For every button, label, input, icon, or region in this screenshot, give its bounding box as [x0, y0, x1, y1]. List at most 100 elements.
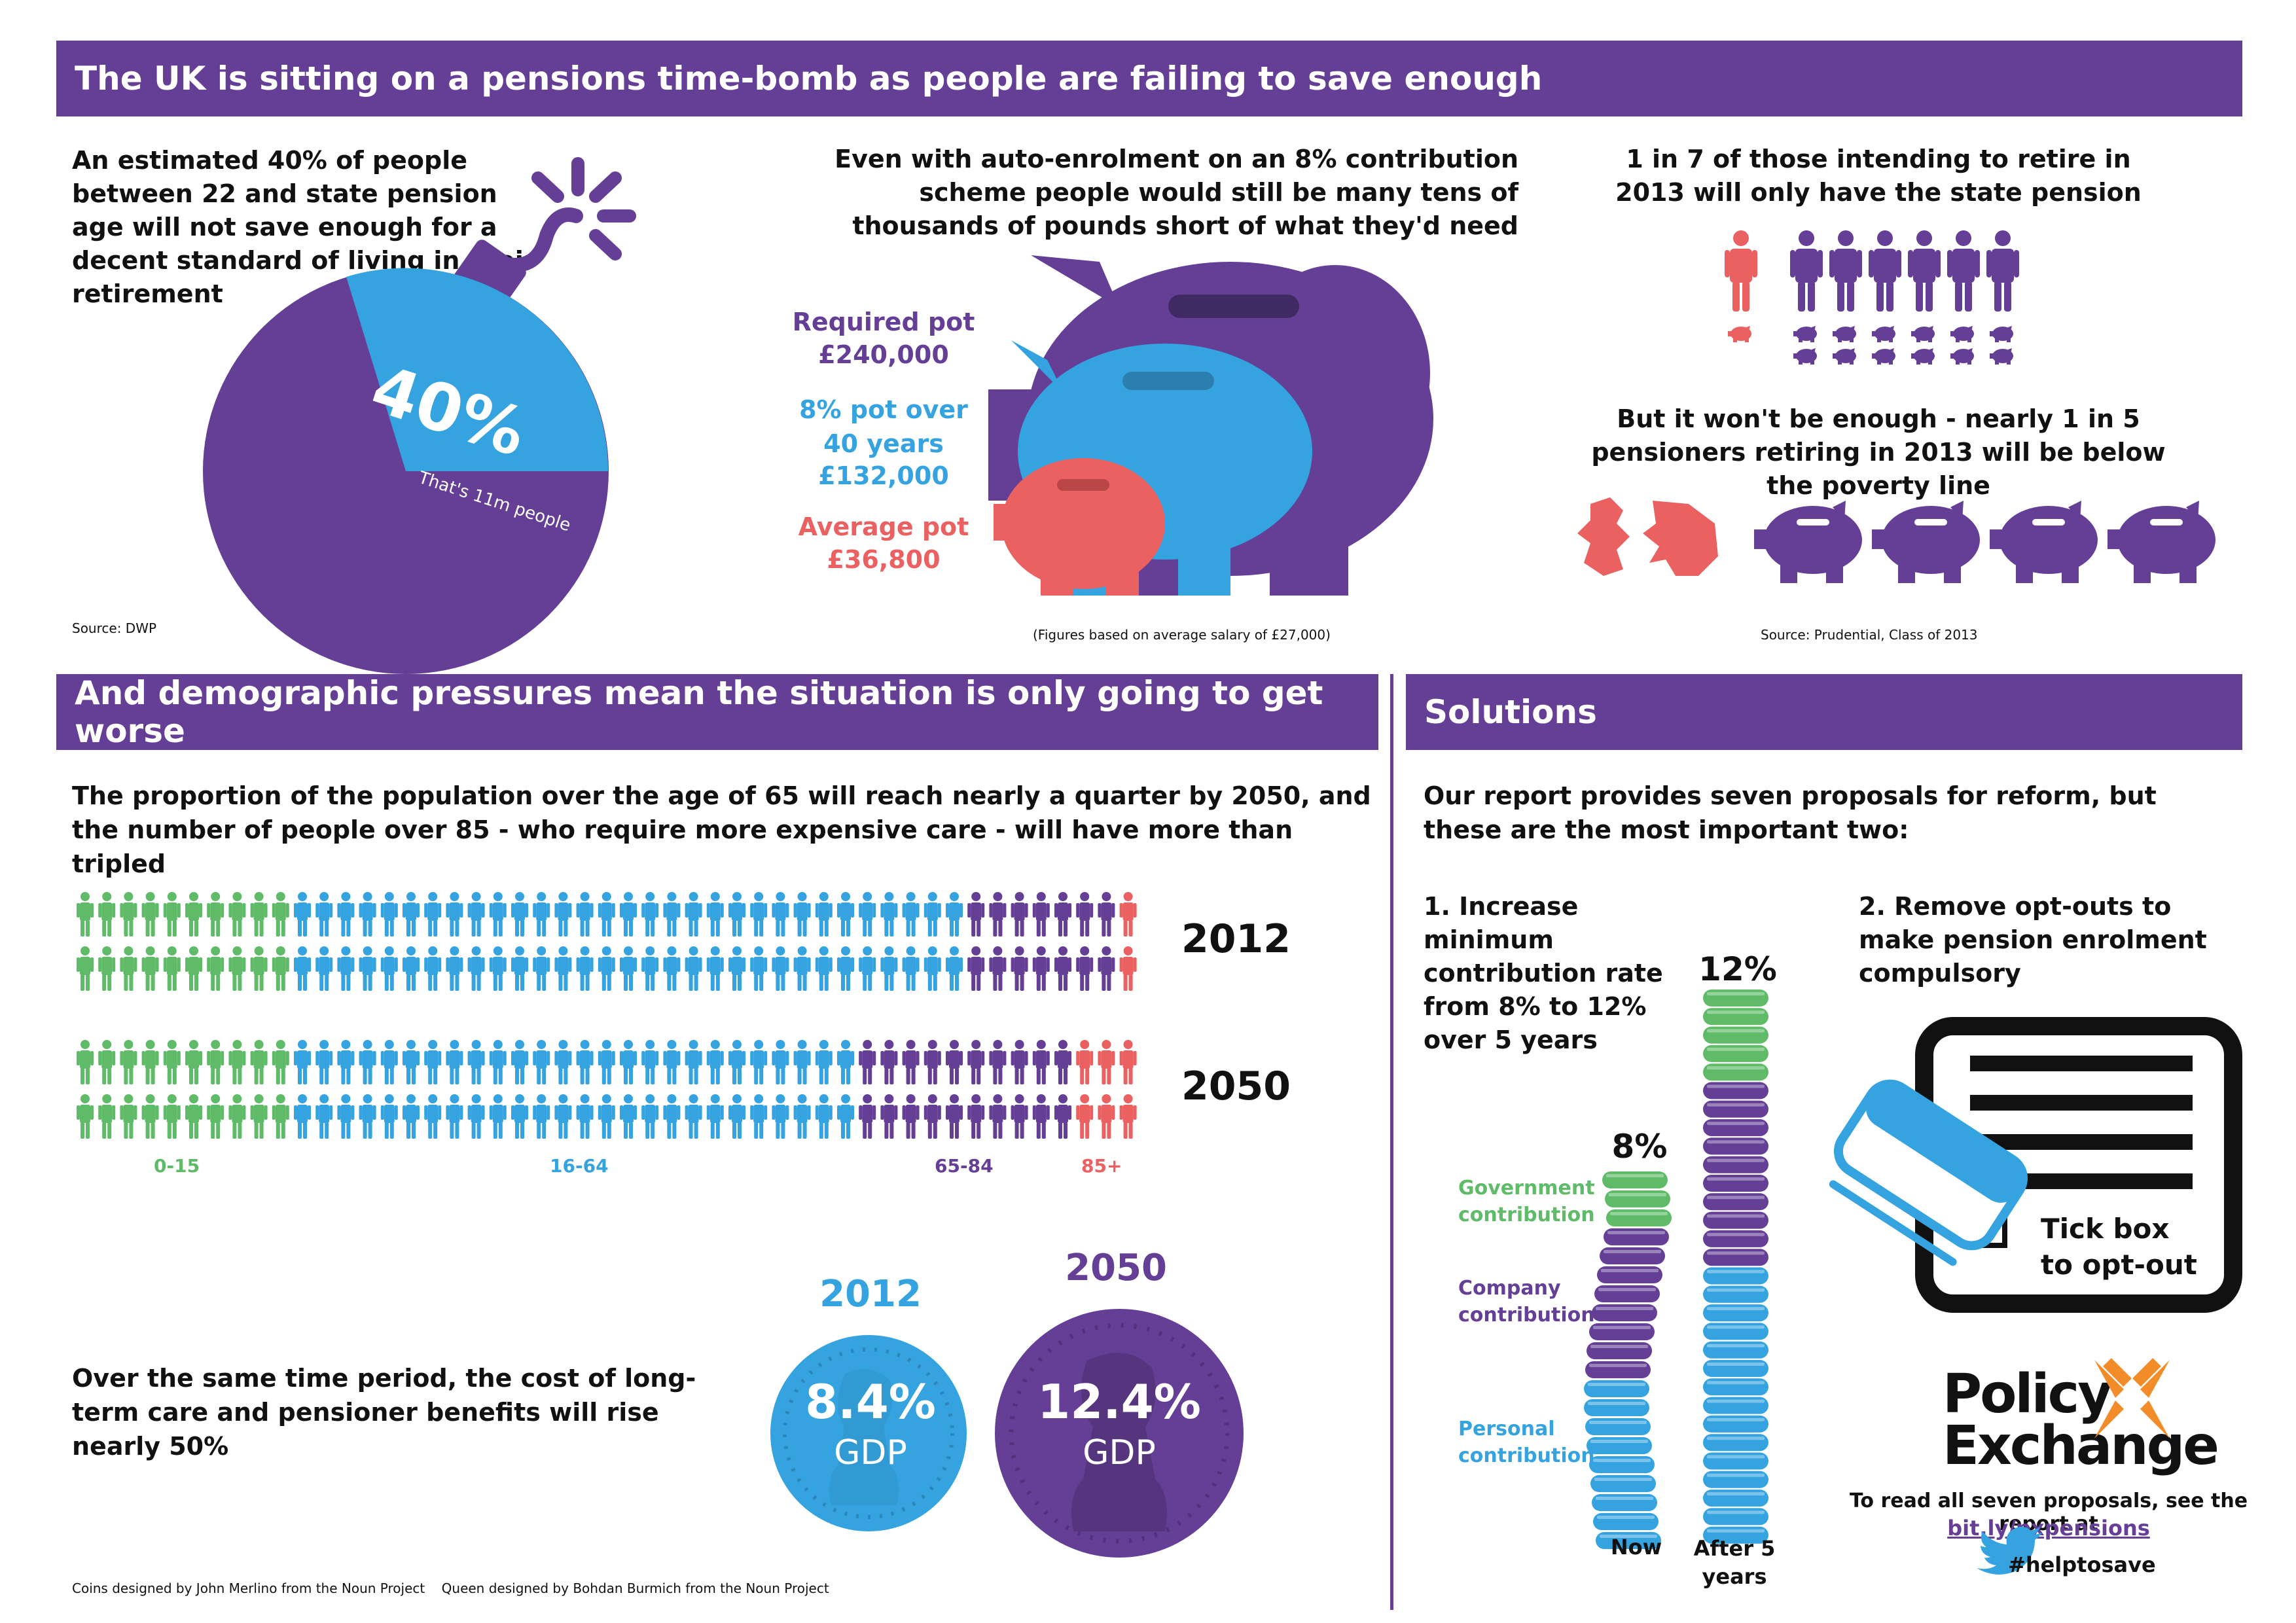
person-icon: [1119, 946, 1137, 991]
person-icon: [467, 892, 485, 936]
required-pot-value: £240,000: [818, 340, 949, 369]
person-icon: [1032, 892, 1050, 936]
person-icon: [272, 946, 289, 991]
bomb-source: Source: DWP: [72, 620, 157, 636]
hashtag[interactable]: #helptosave: [2008, 1552, 2156, 1577]
person-icon: [750, 1040, 768, 1084]
person-icon: [1054, 1094, 1071, 1139]
person-icon: [967, 946, 985, 991]
stack-coin: [1703, 1508, 1768, 1525]
person-icon: [446, 1094, 463, 1139]
person-icon: [728, 1040, 745, 1084]
stack-coin: [1703, 1397, 1768, 1414]
person-icon: [337, 946, 355, 991]
company-contribution-label: Company contribution: [1458, 1277, 1595, 1327]
person-icon: [924, 946, 941, 991]
person-icon: [185, 1094, 202, 1139]
person-icon: [120, 1040, 137, 1084]
person-icon: [815, 946, 833, 991]
person-icon: [272, 892, 289, 936]
person-icon: [1119, 1094, 1137, 1139]
report-link[interactable]: bit.ly/pxpensions: [1947, 1516, 2150, 1541]
stack-coin: [1606, 1209, 1672, 1226]
person-icon: [250, 946, 268, 991]
stack-coin: [1602, 1171, 1668, 1188]
person-icon: [902, 1094, 920, 1139]
person-icon: [967, 1040, 985, 1084]
person-icon: [1011, 1040, 1028, 1084]
person-icon: [576, 892, 594, 936]
stack-coin: [1587, 1342, 1652, 1359]
person-icon: [1054, 946, 1071, 991]
coin-2012-unit: GDP: [834, 1433, 907, 1472]
logo-exchange: Exchange: [1943, 1415, 2219, 1477]
stack-coin: [1589, 1456, 1655, 1473]
person-icon: [685, 1094, 702, 1139]
person-icon: [228, 946, 246, 991]
banner-demographic-pressures: And demographic pressures mean the situa…: [56, 674, 1378, 750]
person-icon: [620, 892, 637, 936]
person-icon: [446, 946, 463, 991]
person-icon: [859, 892, 876, 936]
person-icon: [1011, 946, 1028, 991]
stack-coin: [1703, 1415, 1768, 1433]
person-icon: [403, 946, 420, 991]
section3-title: Solutions: [1424, 693, 1597, 731]
person-icon: [880, 1094, 898, 1139]
stack-coin: [1605, 1190, 1670, 1207]
person-icon: [598, 892, 615, 936]
person-icon: [663, 1040, 681, 1084]
stack-coin: [1703, 1026, 1768, 1044]
stack-coin: [1703, 1230, 1768, 1247]
person-icon: [380, 946, 398, 991]
person-icon: [403, 1094, 420, 1139]
person-icon: [946, 1094, 963, 1139]
person-icon: [185, 1040, 202, 1084]
person-icon: [1032, 1040, 1050, 1084]
person-icon: [250, 1040, 268, 1084]
person-icon: [1054, 892, 1071, 936]
stack-coin: [1703, 1378, 1768, 1396]
person-icon: [1011, 892, 1028, 936]
person-icon: [728, 892, 745, 936]
stack-coin: [1585, 1361, 1651, 1378]
person-icon: [163, 1094, 181, 1139]
person-icon: [750, 892, 768, 936]
person-icon: [207, 946, 224, 991]
stack-coin: [1703, 1341, 1768, 1359]
person-icon: [1054, 1040, 1071, 1084]
person-icon: [663, 892, 681, 936]
person-icon: [989, 892, 1007, 936]
tick-box-text: Tick box to opt-out: [2041, 1213, 2197, 1281]
person-icon: [294, 1040, 311, 1084]
percent-after-label: 12%: [1698, 950, 1777, 988]
person-icon: [446, 892, 463, 936]
stack-coin: [1703, 1323, 1768, 1340]
required-pot-label: Required pot: [792, 308, 975, 336]
person-icon: [859, 1040, 876, 1084]
group-0-15-label: 0-15: [154, 1155, 200, 1177]
person-icon: [77, 1040, 94, 1084]
stack-coin: [1703, 1137, 1768, 1155]
personal-contribution-label: Personal contribution: [1458, 1418, 1595, 1467]
person-icon: [294, 892, 311, 936]
person-icon: [902, 946, 920, 991]
person-icon: [141, 1040, 159, 1084]
person-icon: [380, 1040, 398, 1084]
stack-coin: [1703, 1063, 1768, 1081]
person-icon: [250, 892, 268, 936]
person-icon: [924, 1040, 941, 1084]
person-icon: [685, 946, 702, 991]
percent-now-label: 8%: [1611, 1128, 1668, 1166]
person-icon: [163, 892, 181, 936]
person-icon: [815, 1094, 833, 1139]
state-pension-text: 1 in 7 of those intending to retire in 2…: [1615, 145, 2142, 207]
person-icon: [98, 1094, 116, 1139]
person-icon: [1076, 946, 1094, 991]
person-icon: [598, 1094, 615, 1139]
